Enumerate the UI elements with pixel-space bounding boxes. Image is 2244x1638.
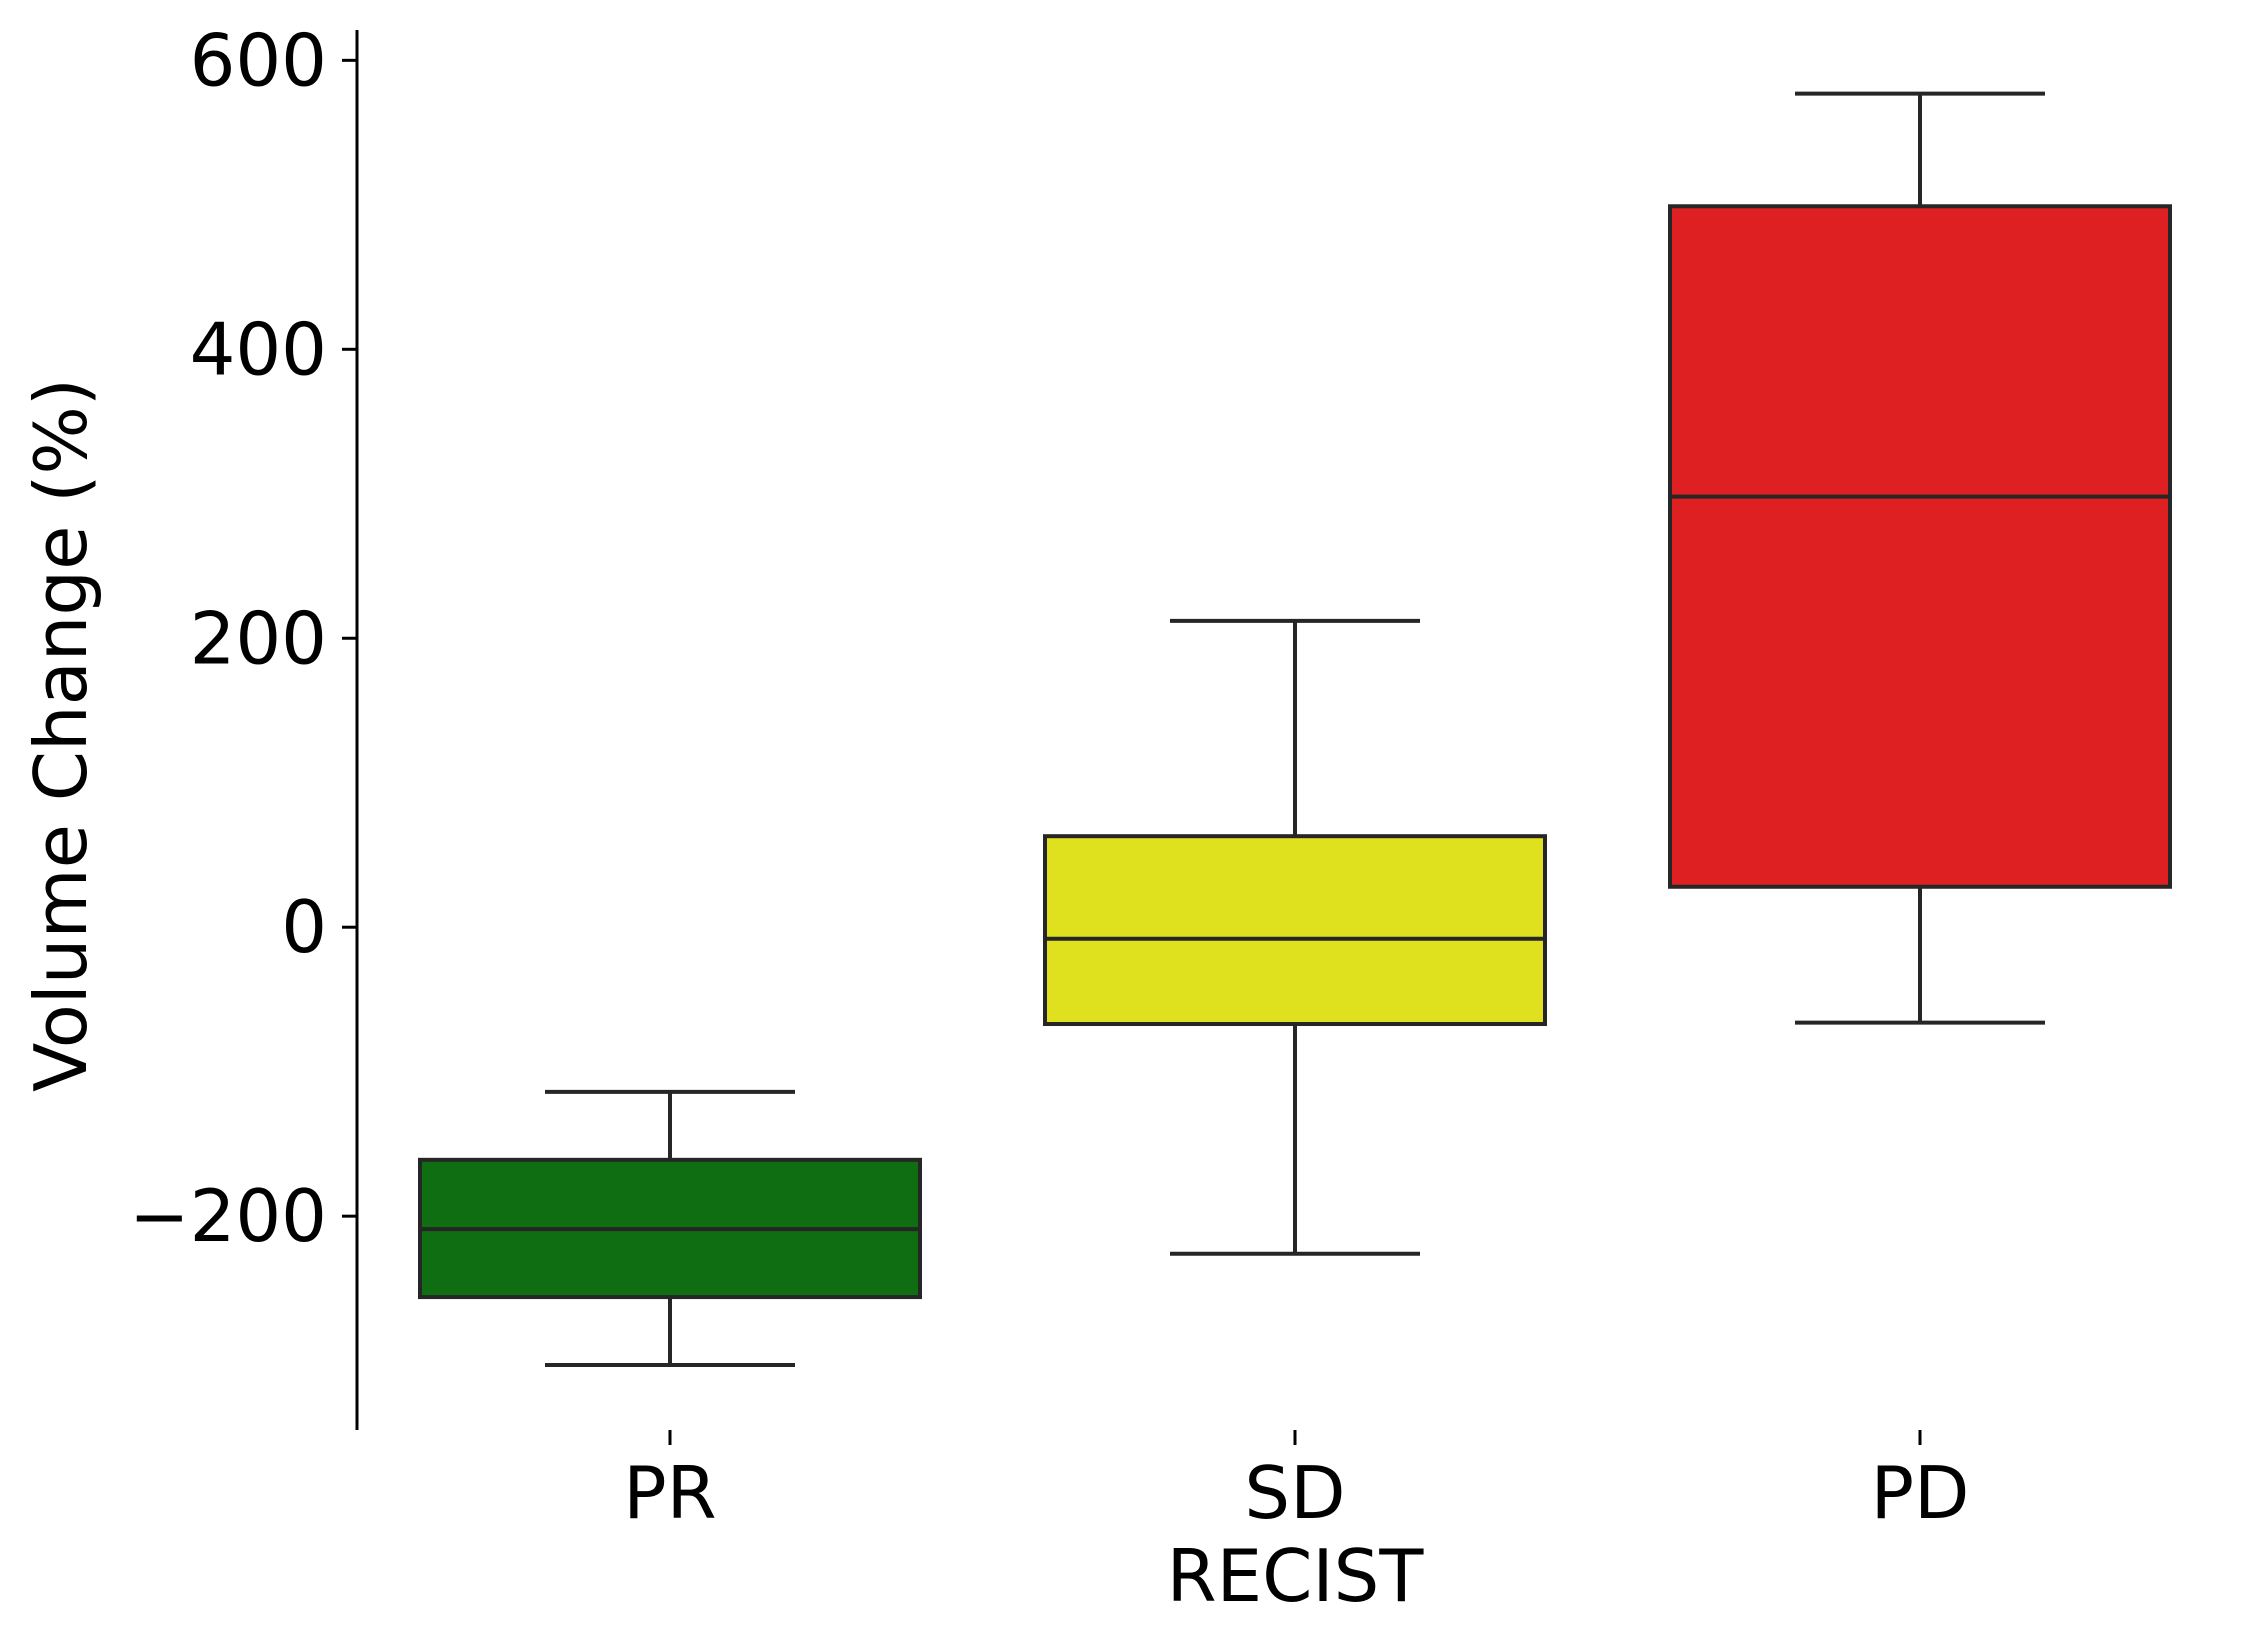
iqr-box: [1043, 834, 1547, 1027]
axes: −200 0 200 400 600 PR SD PD: [129, 18, 1969, 1535]
iqr-box: [1668, 204, 2172, 889]
boxes: [418, 91, 2172, 1367]
y-tick-label: 600: [190, 18, 327, 102]
y-axis-title: Volume Change (%): [19, 378, 103, 1092]
y-tick-label: −200: [129, 1174, 327, 1258]
y-ticks: −200 0 200 400 600: [129, 18, 357, 1258]
x-axis-title: RECIST: [1167, 1534, 1425, 1618]
box-pd: [1668, 91, 2172, 1025]
box-sd: [1043, 618, 1547, 1256]
box-pr: [418, 1089, 922, 1367]
y-tick-label: 400: [190, 307, 327, 391]
x-tick-label: PR: [623, 1451, 716, 1535]
x-tick-label: SD: [1244, 1451, 1345, 1535]
y-tick-label: 200: [190, 596, 327, 680]
y-tick-label: 0: [281, 885, 327, 969]
x-ticks: PR SD PD: [623, 1430, 1969, 1535]
x-tick-label: PD: [1871, 1451, 1970, 1535]
